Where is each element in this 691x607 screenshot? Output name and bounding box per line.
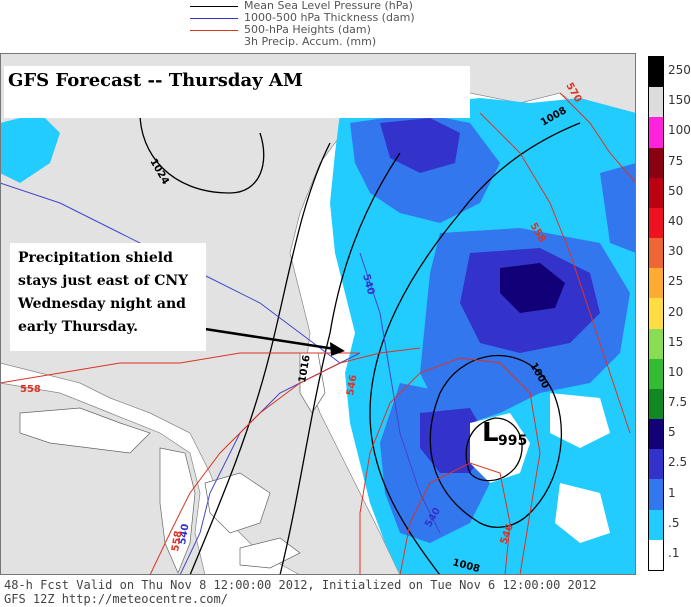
colorbar-label: .1 (668, 545, 680, 560)
forecast-map: 1024 1016 1008 1008 1000 540 540 540 546… (0, 53, 636, 575)
legend-line-icon (190, 6, 238, 7)
colorbar-segment (649, 207, 663, 239)
height-contours (0, 92, 636, 575)
map-frame (0, 53, 636, 575)
legend-item-heights: 500-hPa Heights (dam) (190, 23, 450, 36)
height-label: 558 (170, 530, 184, 553)
colorbar-segment (649, 509, 663, 541)
map-legend: Mean Sea Level Pressure (hPa) 1000-500 h… (190, 0, 450, 52)
legend-line-icon (190, 30, 238, 31)
legend-item-mslp: Mean Sea Level Pressure (hPa) (190, 0, 450, 12)
isobar-label: 1016 (297, 354, 313, 383)
colorbar-segment (649, 419, 663, 450)
lake-michigan (159, 447, 196, 574)
legend-line-icon (190, 18, 238, 19)
legend-line-icon (190, 42, 238, 43)
colorbar-segment (649, 539, 663, 571)
thickness-label: 540 (177, 523, 191, 546)
colorbar-segment (649, 328, 663, 360)
colorbar-label: 40 (668, 213, 684, 228)
colorbar-label: 250 (668, 63, 691, 78)
colorbar-label: 5 (668, 425, 676, 440)
colorbar-segment (649, 177, 663, 209)
precip-gaps (470, 393, 610, 543)
legend-label: 500-hPa Heights (dam) (244, 23, 371, 36)
title-box: GFS Forecast -- Thursday AM (4, 66, 470, 118)
colorbar-segment (649, 449, 663, 480)
lake-huron (204, 472, 271, 534)
colorbar-label: 75 (668, 153, 684, 168)
colorbar-label: 1 (668, 485, 676, 500)
low-pressure-center: L 995 (482, 418, 527, 449)
map-title: GFS Forecast -- Thursday AM (8, 70, 303, 91)
annotation-arrow (204, 327, 345, 356)
low-pressure-value: 995 (498, 433, 527, 449)
colorbar-segment (649, 147, 663, 179)
legend-label: 3h Precip. Accum. (mm) (244, 35, 377, 48)
colorbar-segment (649, 388, 663, 420)
footer-valid-time: 48-h Fcst Valid on Thu Nov 8 12:00:00 20… (4, 578, 597, 592)
colorbar-segment (649, 57, 663, 88)
great-lakes (19, 352, 326, 574)
colorbar-label: 25 (668, 274, 684, 289)
colorbar-segment (649, 87, 663, 118)
colorbar-label: .5 (668, 515, 680, 530)
colorbar-label: 20 (668, 304, 684, 319)
legend-item-thickness: 1000-500 hPa Thickness (dam) (190, 11, 450, 24)
colorbar-label: 100 (668, 123, 691, 138)
legend-label: Mean Sea Level Pressure (hPa) (244, 0, 413, 12)
height-label: 558 (20, 384, 41, 395)
precip-colorbar (648, 56, 664, 571)
annotation-box: Precipitation shield stays just east of … (10, 243, 206, 351)
colorbar-segment (649, 298, 663, 330)
legend-item-precip: 3h Precip. Accum. (mm) (190, 35, 450, 48)
colorbar-label: 30 (668, 244, 684, 259)
colorbar-label: 2.5 (668, 455, 688, 470)
colorbar-segment (649, 238, 663, 269)
colorbar-label: 150 (668, 93, 691, 108)
colorbar-segment (649, 479, 663, 511)
lake-superior (19, 407, 151, 454)
colorbar-label: 15 (668, 334, 684, 349)
footer-source: GFS 12Z http://meteocentre.com/ (4, 592, 228, 606)
colorbar-segment (649, 268, 663, 299)
height-label: 546 (345, 374, 359, 397)
colorbar-label: 50 (668, 183, 684, 198)
colorbar-segment (649, 117, 663, 149)
thickness-label: 540 (360, 273, 376, 296)
colorbar-label: 10 (668, 364, 684, 379)
lake-erie (239, 537, 301, 569)
annotation-text: Precipitation shield stays just east of … (18, 250, 189, 335)
low-symbol: L (482, 418, 499, 448)
colorbar-label: 7.5 (668, 395, 688, 410)
legend-label: 1000-500 hPa Thickness (dam) (244, 11, 415, 24)
colorbar-segment (649, 358, 663, 390)
precip-very-heavy (500, 263, 565, 313)
